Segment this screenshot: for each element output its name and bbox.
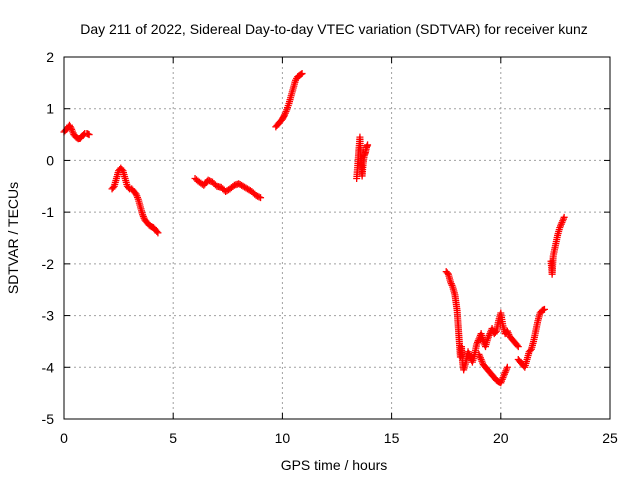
- data-point: [153, 228, 161, 236]
- data-point: [513, 341, 521, 349]
- y-axis-ticks: -5 -4 -3 -2 -1 0 1 2: [42, 49, 610, 427]
- data-point: [364, 141, 372, 149]
- data-point: [280, 112, 288, 120]
- data-point: [297, 70, 305, 78]
- data-point: [443, 269, 451, 277]
- data-point: [255, 193, 263, 201]
- data-point: [109, 184, 117, 192]
- y-tick-label: 1: [46, 101, 54, 117]
- y-axis-label: SDTVAR / TECUs: [5, 182, 21, 294]
- x-tick-label: 5: [169, 430, 177, 446]
- x-tick-label: 10: [275, 430, 291, 446]
- x-tick-label: 20: [493, 430, 509, 446]
- data-point: [540, 305, 548, 313]
- data-point: [503, 363, 511, 371]
- x-tick-label: 25: [602, 430, 618, 446]
- y-tick-label: -5: [42, 411, 55, 427]
- data-point: [67, 124, 75, 132]
- y-tick-label: 0: [46, 152, 54, 168]
- y-tick-label: -4: [42, 359, 55, 375]
- x-axis-label: GPS time / hours: [281, 457, 388, 473]
- chart-title: Day 211 of 2022, Sidereal Day-to-day VTE…: [80, 21, 588, 37]
- data-point: [560, 213, 568, 221]
- data-point: [514, 343, 522, 351]
- data-point: [298, 70, 306, 78]
- data-point: [154, 229, 162, 237]
- data-point: [491, 328, 499, 336]
- y-tick-label: -3: [42, 308, 55, 324]
- x-axis-ticks: 0 5 10 15 20 25: [60, 57, 618, 446]
- y-tick-label: -1: [42, 204, 55, 220]
- data-points: [60, 70, 568, 387]
- data-point: [85, 131, 93, 139]
- data-point: [124, 184, 132, 192]
- y-tick-label: 2: [46, 49, 54, 65]
- x-tick-label: 0: [60, 430, 68, 446]
- plot-frame: [63, 56, 611, 420]
- data-point: [526, 346, 534, 354]
- y-tick-label: -2: [42, 256, 55, 272]
- data-point: [257, 194, 265, 202]
- x-tick-label: 15: [384, 430, 400, 446]
- data-point: [118, 165, 126, 173]
